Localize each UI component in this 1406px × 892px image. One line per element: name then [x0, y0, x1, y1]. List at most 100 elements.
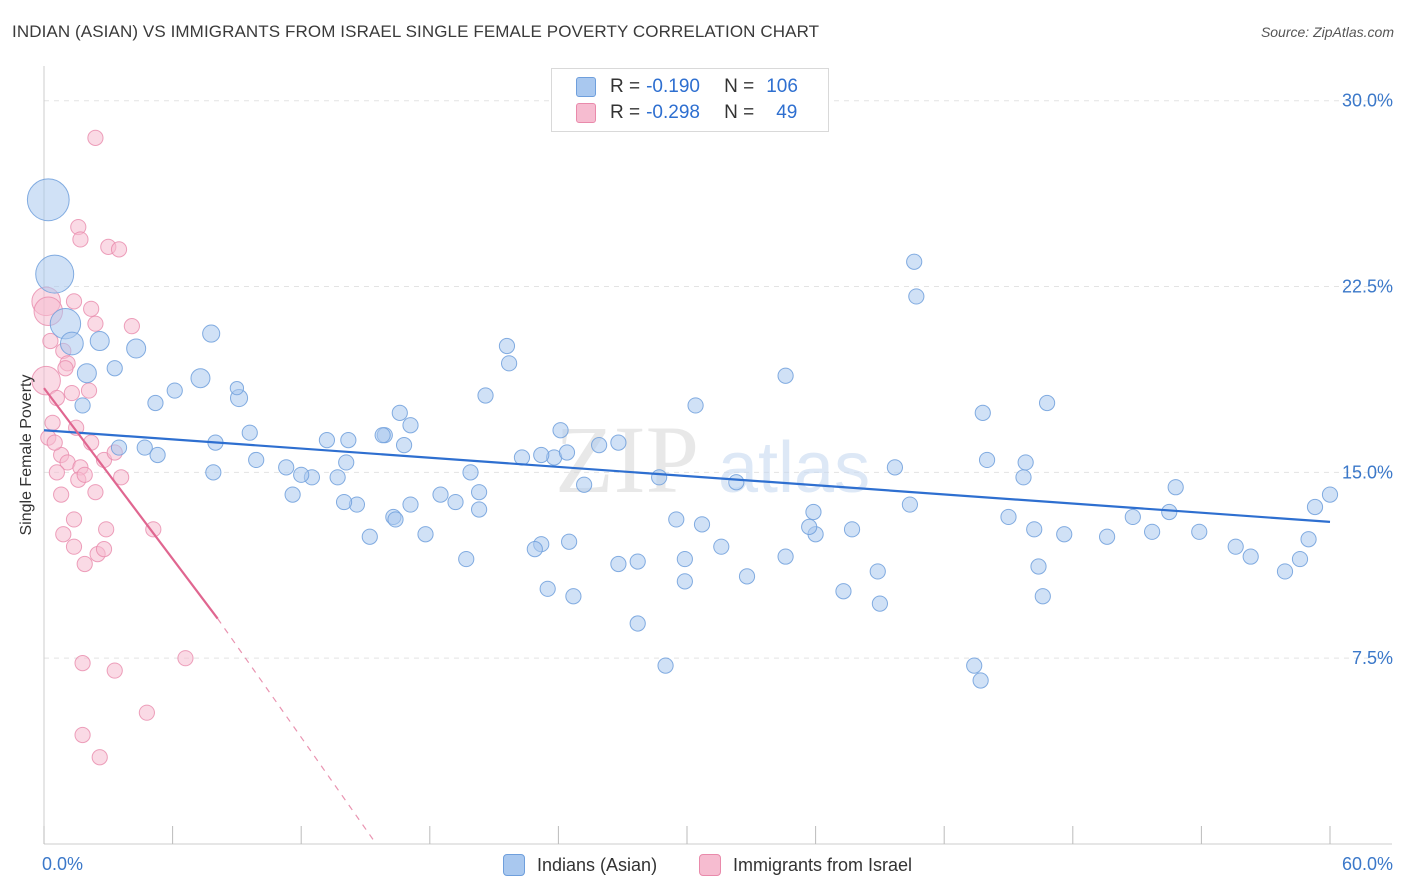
indians-point: [1000, 508, 1017, 526]
indians-point: [728, 474, 745, 491]
indians-point: [126, 338, 147, 359]
indians-point: [402, 417, 419, 434]
indians-point: [293, 466, 310, 483]
israel-point: [74, 726, 91, 744]
israel-point: [65, 293, 83, 310]
trend-line-israel: [43, 387, 219, 620]
bottom-legend-swatch-pink: [699, 854, 721, 876]
legend-row-israel: R = -0.298 N = 49: [576, 101, 797, 125]
israel-point: [177, 650, 194, 667]
indians-point: [458, 550, 475, 568]
israel-point: [74, 655, 91, 672]
legend-swatch-blue: [576, 77, 596, 97]
trend-line-israel-extension: [217, 618, 377, 845]
indians-point: [76, 363, 97, 384]
indians-point: [886, 459, 904, 476]
y-tick-label-3: 30.0%: [1342, 91, 1393, 111]
indians-point: [576, 476, 593, 493]
israel-point: [42, 332, 59, 350]
israel-point: [65, 511, 83, 528]
indians-point: [149, 446, 166, 464]
indians-point: [1038, 394, 1056, 412]
israel-point: [31, 365, 61, 396]
israel-point: [83, 300, 100, 317]
indians-point: [610, 555, 627, 573]
indians-point: [668, 511, 685, 528]
indians-point: [190, 368, 211, 389]
indians-point: [284, 486, 301, 503]
israel-point: [57, 360, 74, 377]
bottom-legend-israel: Immigrants from Israel: [699, 852, 912, 878]
x-tick-label-max: 60.0%: [1342, 854, 1393, 874]
israel-point: [55, 526, 72, 543]
indians-point: [1098, 528, 1116, 545]
indians-point: [777, 548, 794, 565]
indians-point: [35, 254, 75, 294]
indians-point: [387, 511, 404, 528]
legend-r-value-indians: -0.190: [646, 76, 700, 97]
israel-point: [72, 231, 89, 248]
legend-n-label: N =: [724, 102, 755, 123]
indians-point: [395, 436, 413, 454]
indians-point: [338, 454, 355, 471]
israel-point: [48, 464, 65, 481]
indians-point: [1015, 469, 1032, 486]
indians-point: [869, 563, 886, 580]
indians-point: [777, 367, 794, 384]
indians-point: [835, 583, 852, 600]
indians-point: [498, 337, 516, 355]
indians-point: [805, 503, 822, 521]
legend-n-value-israel: 49: [776, 102, 798, 123]
israel-point: [80, 382, 98, 399]
legend-row-indians: R = -0.190 N = 106: [576, 75, 798, 99]
legend-n-label: N =: [724, 76, 755, 97]
bottom-legend-indians: Indians (Asian): [503, 852, 657, 878]
indians-point: [1056, 526, 1073, 543]
trend-layer: [43, 387, 1331, 845]
indians-point: [966, 657, 983, 674]
y-tick-label-2: 22.5%: [1342, 277, 1393, 297]
bottom-legend-label-israel: Immigrants from Israel: [733, 854, 913, 875]
indians-point: [1291, 550, 1309, 568]
series-indians-points: [26, 178, 1339, 689]
indians-point: [340, 432, 357, 449]
israel-point: [145, 521, 162, 538]
bottom-legend-label-indians: Indians (Asian): [537, 854, 658, 875]
indians-point: [1017, 454, 1034, 471]
israel-point: [138, 704, 155, 721]
indians-point: [676, 573, 693, 590]
israel-point: [65, 538, 83, 555]
chart-title: INDIAN (ASIAN) VS IMMIGRANTS FROM ISRAEL…: [12, 22, 820, 41]
indians-point: [447, 493, 464, 511]
watermark-atlas: atlas: [718, 428, 870, 508]
indians-point: [610, 434, 627, 451]
indians-point: [974, 404, 991, 421]
israel-point: [63, 384, 80, 402]
trend-line-indians: [43, 429, 1331, 523]
indians-point: [591, 436, 608, 454]
indians-point: [361, 528, 378, 545]
indians-point: [318, 432, 336, 449]
indians-point: [417, 526, 434, 543]
indians-point: [1191, 523, 1208, 540]
indians-point: [1321, 486, 1339, 503]
x-tick-label-min: 0.0%: [42, 854, 83, 874]
indians-point: [561, 533, 578, 550]
indians-point: [248, 451, 265, 469]
indians-point: [513, 449, 531, 466]
israel-point: [53, 486, 70, 503]
indians-point: [738, 568, 756, 585]
indians-point: [906, 253, 923, 270]
indians-point: [533, 446, 550, 464]
indians-point: [978, 451, 996, 469]
y-tick-label-0: 7.5%: [1352, 648, 1393, 668]
indians-point: [26, 178, 70, 222]
israel-point: [87, 315, 104, 332]
indians-point: [901, 496, 919, 513]
israel-point: [95, 541, 113, 558]
indians-point: [106, 360, 123, 377]
indians-point: [657, 657, 674, 674]
indians-point: [1144, 523, 1161, 540]
indians-point: [432, 486, 449, 503]
